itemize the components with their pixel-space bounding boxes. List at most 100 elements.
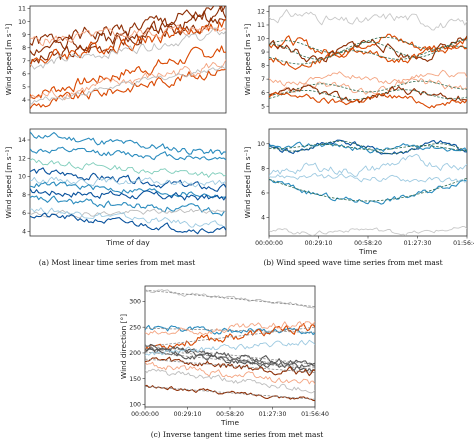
series-group (145, 289, 315, 402)
y-tick-label: 10 (257, 36, 265, 43)
y-tick-label: 9 (261, 49, 265, 56)
y-tick-label: 11 (257, 22, 265, 29)
caption-a: (a) Most linear time series from met mas… (39, 258, 195, 267)
series-line (30, 181, 226, 199)
x-tick-label: 00:58:20 (216, 411, 244, 418)
x-tick-label: 01:27:30 (259, 411, 287, 418)
series-line (30, 146, 226, 161)
series-line (30, 27, 226, 70)
series-line (30, 167, 226, 192)
series-line (30, 45, 226, 100)
series-line (30, 6, 226, 51)
y-tick-label: 150 (129, 376, 141, 383)
x-tick-label: 00:29:10 (305, 240, 333, 247)
y-tick-label: 8 (261, 63, 265, 70)
y-tick-label: 4 (261, 215, 265, 222)
x-tick-label: 00:29:10 (174, 411, 202, 418)
series-line (145, 384, 315, 402)
y-tick-label: 11 (18, 6, 26, 13)
series-line (145, 343, 315, 367)
y-tick-label: 8 (22, 192, 26, 199)
series-line (30, 24, 226, 47)
series-line (269, 172, 467, 183)
fit-line (269, 89, 467, 100)
series-line (269, 35, 467, 63)
y-tick-label: 6 (261, 90, 265, 97)
x-tick-label: 00:00:00 (255, 240, 283, 247)
series-line (269, 78, 467, 97)
x-axis-label: Time of day (105, 238, 150, 247)
series-line (145, 321, 315, 336)
series-line (269, 225, 467, 236)
series-group (269, 139, 467, 236)
series-line (30, 195, 226, 217)
y-axis-label: Wind direction [°] (119, 314, 128, 379)
y-tick-label: 6 (22, 71, 26, 78)
series-line (30, 176, 226, 188)
y-axis-label: Wind speed [m s⁻¹] (4, 147, 13, 219)
fit-line (145, 327, 315, 333)
y-tick-label: 10 (18, 19, 26, 26)
series-line (269, 69, 467, 87)
fit-line (269, 45, 467, 65)
series-line (30, 17, 226, 56)
y-tick-label: 250 (129, 324, 141, 331)
y-tick-label: 6 (22, 210, 26, 217)
y-tick-label: 12 (18, 155, 26, 162)
x-tick-label: 01:56:40 (301, 411, 329, 418)
y-tick-label: 7 (261, 76, 265, 83)
y-tick-label: 5 (261, 103, 265, 110)
series-group (30, 131, 226, 235)
series-line (30, 212, 226, 235)
series-line (30, 158, 226, 178)
fit-line (269, 177, 467, 202)
x-tick-label: 00:00:00 (131, 411, 159, 418)
y-tick-label: 8 (261, 165, 265, 172)
series-line (30, 207, 226, 228)
panel-b-top: 5 6 7 8 9 10 11 12 Wind speed [m s⁻¹] (243, 5, 468, 114)
x-axis-label: Time (358, 247, 378, 256)
series-line (30, 208, 226, 219)
panel-a-bottom: 4 6 8 10 12 14 Wind speed [m s⁻¹] Time of day (4, 128, 227, 247)
series-line (269, 139, 467, 155)
panel-b-bottom: 4 6 8 10 00:00:00 00:29:10 00:58:20 01:27:30 01:… (243, 128, 474, 256)
y-tick-label: 12 (257, 9, 265, 16)
series-line (269, 153, 467, 177)
series-line (30, 19, 226, 67)
y-axis-label: Wind speed [m s⁻¹] (243, 147, 252, 219)
series-line (145, 368, 315, 394)
y-tick-label: 7 (22, 58, 26, 65)
y-tick-label: 6 (261, 190, 265, 197)
y-tick-label: 5 (22, 84, 26, 91)
series-line (145, 361, 315, 385)
y-tick-label: 300 (129, 299, 141, 306)
series-line (269, 33, 467, 58)
panel-a-top: 4 5 6 7 8 9 10 11 Wind speed [m s⁻¹] (4, 5, 227, 114)
caption-b: (b) Wind speed wave time series from met… (263, 258, 442, 267)
caption-c: (c) Inverse tangent time series from met… (151, 430, 323, 439)
y-tick-label: 10 (257, 141, 265, 148)
y-tick-label: 4 (22, 229, 26, 236)
y-tick-label: 10 (18, 174, 26, 181)
x-axis-label: Time (220, 418, 240, 427)
series-line (145, 324, 315, 336)
fit-line (269, 144, 467, 152)
series-line (30, 188, 226, 201)
y-axis-label: Wind speed [m s⁻¹] (243, 24, 252, 96)
series-line (269, 92, 467, 109)
series-line (30, 6, 226, 68)
x-tick-label: 01:27:30 (404, 240, 432, 247)
series-line (145, 356, 315, 377)
series-line (30, 68, 226, 110)
series-line (269, 84, 467, 104)
x-tick-label: 00:58:20 (354, 240, 382, 247)
y-tick-label: 4 (22, 97, 26, 104)
series-line (145, 289, 315, 310)
series-line (145, 339, 315, 356)
y-tick-label: 9 (22, 32, 26, 39)
x-tick-label: 01:56:40 (453, 240, 474, 247)
panel-c: 100 150 200 250 300 00:00:00 00:29:10 00:58:20 0… (119, 285, 329, 427)
series-line (30, 65, 226, 106)
y-axis-label: Wind speed [m s⁻¹] (4, 24, 13, 96)
